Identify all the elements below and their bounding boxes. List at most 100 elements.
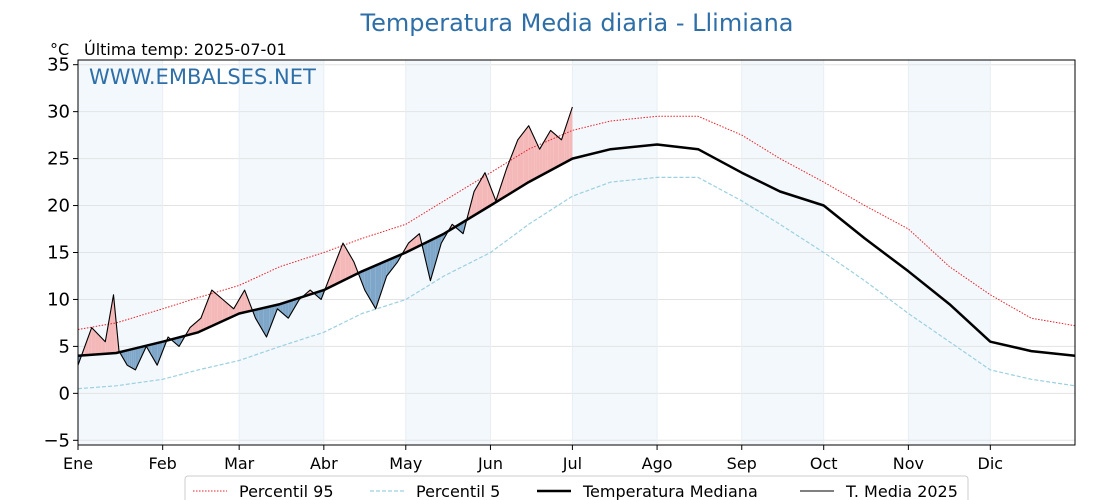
legend-label-current: T. Media 2025 [845,482,958,500]
fill-above-median [408,240,412,252]
fill-above-median [334,257,338,285]
y-tick-label: 35 [47,55,70,76]
fill-above-median [556,135,559,168]
fill-above-median [509,153,513,194]
x-tick-label: Dic [978,454,1004,473]
fill-above-median [214,292,218,325]
x-tick-label: Jun [477,454,503,473]
fill-below-median [138,347,141,365]
fill-below-median [159,341,163,359]
x-tick-label: Ago [642,454,673,473]
fill-below-median [438,235,442,253]
fill-below-median [263,307,267,338]
fill-below-median [255,309,259,323]
x-tick-label: Mar [224,454,255,473]
fill-above-median [476,182,480,214]
fill-below-median [394,256,398,266]
fill-above-median [88,327,92,356]
fill-above-median [342,243,346,281]
fill-below-median [386,259,390,276]
fill-above-median [547,130,551,172]
fill-below-median [373,265,376,309]
y-tick-label: −5 [43,430,70,451]
fill-above-median [531,131,535,181]
y-tick-label: 15 [47,243,70,264]
fill-below-median [258,308,262,328]
fill-above-median [91,327,96,355]
fill-below-median [430,239,434,281]
fill-above-median [490,186,494,206]
fill-above-median [413,236,417,249]
fill-below-median [271,305,275,323]
fill-above-median [206,297,210,329]
fill-below-median [149,344,152,356]
fill-above-median [95,331,99,355]
x-tick-label: Sep [727,454,757,473]
fill-above-median [230,306,234,318]
watermark: WWW.EMBALSES.NET [89,65,316,89]
y-tick-label: 10 [47,289,70,310]
fill-above-median [111,294,114,354]
fill-above-median [351,257,354,277]
fill-above-median [534,137,537,180]
y-axis: −5 0 5 10 15 20 25 30 35 [43,55,78,451]
fill-below-median [383,260,387,285]
fill-above-median [523,129,526,186]
fill-above-median [542,139,546,175]
fill-below-median [389,258,393,273]
fill-above-median [566,115,570,162]
fill-above-median [471,191,475,218]
fill-above-median [482,172,485,211]
series-line-median [77,143,1076,358]
fill-below-median [460,222,464,234]
fill-above-median [200,311,204,332]
fill-above-median [558,137,562,166]
fill-above-median [220,297,223,323]
fill-above-median [569,106,573,161]
fill-above-median [340,243,343,283]
x-tick-label: May [389,454,422,473]
x-tick-label: Nov [893,454,924,473]
legend-label-p95: Percentil 95 [239,482,334,500]
fill-below-median [282,302,286,316]
fill-above-median [525,125,529,184]
fill-above-median [195,320,199,334]
series-line-p5 [77,176,1076,390]
fill-below-median [370,266,374,305]
fill-below-median [133,348,136,370]
legend-box [184,475,969,500]
fill-below-median [266,306,270,338]
fill-below-median [154,343,158,366]
fill-above-median [209,290,212,328]
fill-above-median [515,139,518,191]
fill-above-median [241,290,245,313]
fill-below-median [280,303,283,314]
y-tick-label: 25 [47,149,70,170]
fill-below-median [364,268,368,295]
y-tick-label: 0 [59,383,70,404]
y-tick-label: 20 [47,196,70,217]
fill-below-median [378,263,382,301]
fill-above-median [536,143,540,178]
fill-below-median [375,264,379,309]
fill-above-median [337,250,341,284]
chart-title: Temperatura Media diaria - Llimiana [360,9,794,37]
fill-above-median [411,238,414,250]
series-line-current [77,106,573,371]
fill-below-median [261,307,264,333]
y-tick-label: 5 [59,336,70,357]
x-tick-label: Feb [149,454,177,473]
fill-above-median [416,233,420,248]
fill-above-median [520,132,524,188]
fill-above-median [479,177,483,213]
fill-below-median [291,299,294,314]
fill-above-median [217,294,221,324]
fill-above-median [192,322,196,334]
fill-above-median [561,131,565,165]
fill-above-median [545,135,548,174]
fill-above-median [517,136,521,189]
fill-below-median [362,270,365,291]
fill-above-median [84,337,89,356]
fill-below-median [129,349,132,368]
